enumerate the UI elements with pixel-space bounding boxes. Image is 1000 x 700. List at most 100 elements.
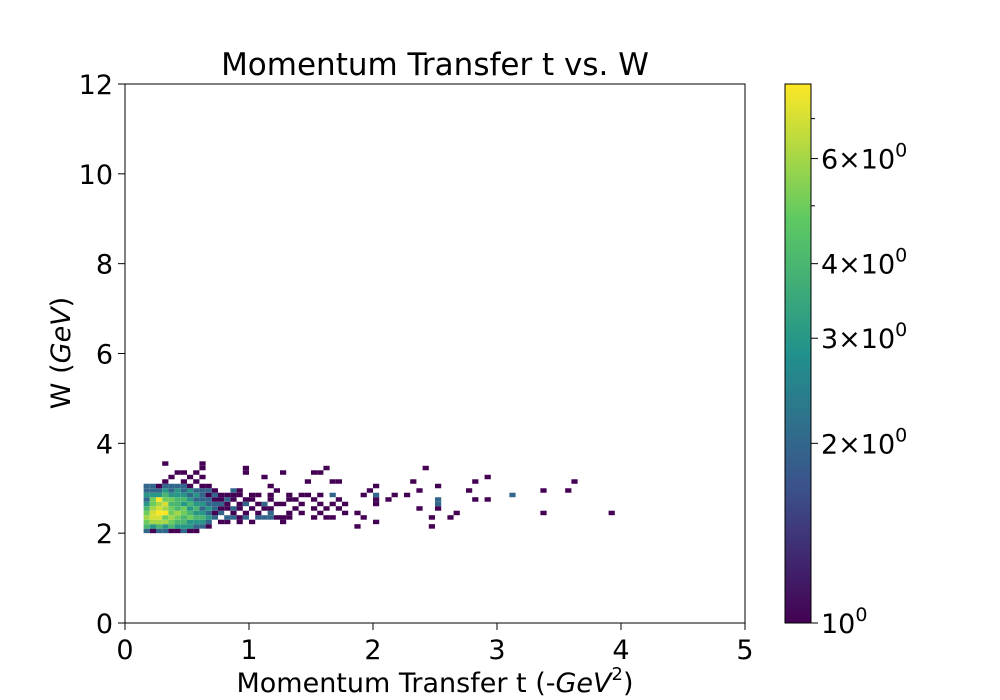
heatmap-bin xyxy=(180,479,187,484)
heatmap-bin xyxy=(143,488,150,493)
heatmap-bin xyxy=(143,515,150,520)
heatmap-bin xyxy=(168,519,175,525)
heatmap-bin xyxy=(180,497,187,502)
heatmap-bin xyxy=(211,501,218,507)
colorbar-tick-label: 2×100 xyxy=(821,424,907,460)
heatmap-bin xyxy=(608,510,615,516)
heatmap-bin xyxy=(218,519,225,525)
heatmap-bin xyxy=(174,519,181,525)
colorbar-tick-label: 100 xyxy=(821,604,867,640)
heatmap-bin xyxy=(230,497,237,502)
heatmap-bin xyxy=(174,492,181,498)
heatmap-bin xyxy=(211,515,218,520)
heatmap-bin xyxy=(236,519,243,525)
heatmap-bin xyxy=(342,510,349,516)
heatmap-bin xyxy=(304,479,311,484)
heatmap-bin xyxy=(422,465,429,471)
heatmap-bin xyxy=(311,497,318,502)
heatmap-bin xyxy=(249,519,256,525)
heatmap-bin xyxy=(193,519,200,525)
heatmap-bin xyxy=(484,474,491,480)
x-axis-label-exponent: 2 xyxy=(612,664,623,685)
heatmap-bin xyxy=(187,506,194,511)
heatmap-bin xyxy=(187,488,194,493)
heatmap-bin xyxy=(360,492,367,498)
heatmap-bin xyxy=(311,470,318,475)
heatmap-bin xyxy=(261,474,268,480)
heatmap-bin xyxy=(428,515,435,520)
colorbar-ticks: 100 2×100 3×100 4×100 6×100 xyxy=(811,118,907,640)
heatmap-bin xyxy=(174,470,181,475)
heatmap-bin xyxy=(156,528,163,534)
heatmap-bin xyxy=(509,492,516,498)
heatmap-bin xyxy=(199,497,206,502)
heatmap-bin xyxy=(466,488,473,493)
y-axis: 0 2 4 6 8 10 12 xyxy=(79,70,125,640)
heatmap-bin xyxy=(565,488,572,493)
heatmap-bin xyxy=(180,501,187,507)
heatmap-bin xyxy=(162,461,169,466)
y-axis-label: W (GeV) xyxy=(46,297,77,409)
plot-frame xyxy=(124,83,746,624)
heatmap-bin xyxy=(218,492,225,498)
heatmap-bin xyxy=(323,465,330,471)
heatmap-bin xyxy=(255,492,262,498)
heatmap-bin xyxy=(224,515,231,520)
heatmap-bin xyxy=(267,492,274,498)
heatmap-bin xyxy=(230,488,237,493)
heatmap-bin xyxy=(484,497,491,502)
heatmap-bin xyxy=(205,506,212,511)
heatmap-bin xyxy=(224,497,231,502)
heatmap-bin xyxy=(187,474,194,480)
heatmap-bin xyxy=(373,492,380,498)
heatmap-bin xyxy=(143,506,150,511)
heatmap-bin xyxy=(143,497,150,502)
heatmap-bin xyxy=(180,488,187,493)
heatmap-bin xyxy=(255,510,262,516)
heatmap-bin xyxy=(267,497,274,502)
heatmap-bin xyxy=(149,501,156,507)
heatmap-bin xyxy=(366,488,373,493)
heatmap-bin xyxy=(199,483,206,489)
heatmap-bin xyxy=(224,519,231,525)
heatmap-bin xyxy=(205,488,212,493)
heatmap-bin xyxy=(193,470,200,475)
heatmap-bin xyxy=(174,510,181,516)
heatmap-bin xyxy=(329,492,336,498)
heatmap-bin xyxy=(174,483,181,489)
heatmap-bin xyxy=(323,506,330,511)
heatmap-bin xyxy=(168,510,175,516)
heatmap-bin xyxy=(267,515,274,520)
heatmap-bin xyxy=(205,501,212,507)
heatmap-bin xyxy=(224,501,231,507)
x-tick-label: 4 xyxy=(612,635,629,666)
heatmap-bin xyxy=(162,497,169,502)
heatmap-bin xyxy=(373,497,380,502)
heatmap-bin xyxy=(149,488,156,493)
heatmap-bin xyxy=(205,483,212,489)
heatmap-bin xyxy=(180,506,187,511)
heatmap-bin xyxy=(435,497,442,502)
heatmap-bin xyxy=(149,528,156,534)
colorbar-tick-label: 3×100 xyxy=(821,319,907,355)
heatmap-bin xyxy=(218,497,225,502)
heatmap-bin xyxy=(416,488,423,493)
x-tick-label: 5 xyxy=(736,635,753,666)
heatmap-bin xyxy=(255,515,262,520)
heatmap-bin xyxy=(156,483,163,489)
heatmap-bin xyxy=(180,515,187,520)
heatmap-bin xyxy=(156,510,163,516)
heatmap-bin xyxy=(280,470,287,475)
heatmap-bin xyxy=(211,492,218,498)
heatmap-bin xyxy=(193,501,200,507)
heatmap-bin xyxy=(193,510,200,516)
heatmap-bin xyxy=(168,528,175,534)
heatmap-bin xyxy=(168,474,175,480)
y-tick-label: 6 xyxy=(96,340,113,371)
heatmap-bin xyxy=(236,492,243,498)
heatmap-bin xyxy=(540,488,547,493)
heatmap-bin xyxy=(143,492,150,498)
heatmap-bin xyxy=(156,492,163,498)
heatmap-bin xyxy=(242,497,249,502)
heatmap-bin xyxy=(385,497,392,502)
